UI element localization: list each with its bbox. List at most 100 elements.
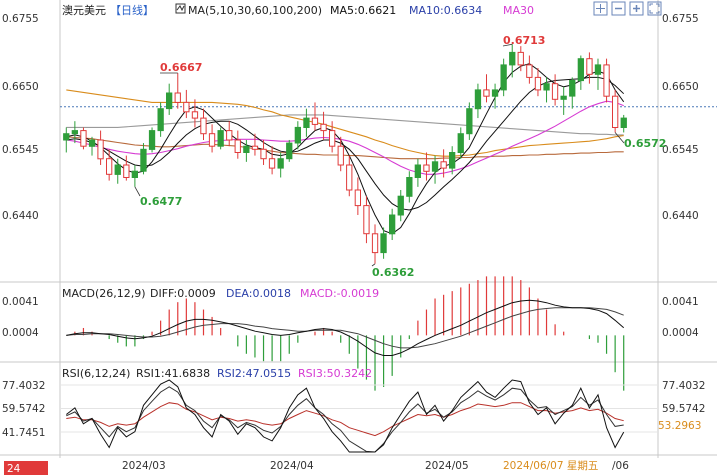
date-label-1: 2024/04 (270, 460, 314, 472)
candle-body (414, 164, 422, 178)
candle (363, 196, 370, 244)
price-tick-right-1: 0.6650 (662, 81, 699, 93)
macd-name: MACD(26,12,9) (62, 287, 146, 300)
ma-checkbox-icon[interactable] (175, 3, 186, 14)
rsi3-line (66, 402, 624, 437)
macd-tick-left-0: 0.0041 (2, 296, 39, 308)
candle-body (551, 83, 559, 100)
rsi1-label: RSI1:41.6838 (136, 367, 210, 380)
candle-body (620, 117, 627, 128)
candle (294, 121, 302, 150)
candle (569, 77, 576, 109)
candle-body (594, 64, 602, 75)
candle (397, 189, 404, 222)
price-tick-left-3: 0.6440 (2, 210, 39, 222)
candle-body (114, 164, 121, 175)
grid (0, 0, 717, 458)
candle (457, 127, 464, 159)
candle (191, 99, 199, 128)
candle (114, 158, 121, 184)
candle (509, 44, 516, 78)
candle (620, 114, 627, 133)
rsi-current-value: 53.2963 (658, 420, 701, 432)
candle-body (260, 148, 267, 160)
candle-body (123, 164, 130, 178)
candle-body (226, 130, 233, 141)
candle-body (586, 58, 593, 75)
rsi2-label: RSI2:47.0515 (217, 367, 291, 380)
annotation-low: 0.6362 (372, 266, 414, 279)
candle (526, 55, 533, 84)
rsi-name: RSI(6,12,24) (62, 367, 130, 380)
candle-body (509, 51, 516, 66)
candle-body (440, 161, 447, 169)
candle-body (97, 139, 104, 160)
date-label-2: 2024/05 (425, 460, 469, 472)
plus-icon[interactable] (629, 1, 644, 16)
candle-body (474, 89, 482, 110)
candle (491, 83, 499, 109)
candle (560, 86, 567, 115)
candle (140, 143, 147, 175)
candle-body (251, 145, 259, 150)
candle-body (106, 158, 113, 175)
candle-body (277, 158, 284, 169)
candle-body (166, 92, 173, 110)
candle-body (491, 89, 499, 97)
candle (106, 149, 113, 181)
candle-body (389, 214, 396, 235)
candle-body (183, 101, 190, 113)
leader-recent-low (614, 132, 625, 144)
minus-icon[interactable] (611, 1, 626, 16)
candle (483, 74, 490, 103)
period-label[interactable]: 【日线】 (110, 3, 154, 17)
candle (603, 58, 610, 103)
candle (551, 74, 559, 106)
candle-body (157, 108, 164, 132)
candle (320, 111, 327, 140)
macd-diff: DIFF:0.0009 (150, 287, 216, 300)
ma30-label: MA30 (503, 4, 534, 17)
candle-body (483, 89, 490, 97)
ma-line-icon (176, 5, 185, 12)
candle-body (294, 126, 302, 144)
ma5-label: MA5:0.6621 (330, 4, 396, 17)
candle-body (406, 177, 413, 197)
candle-body (200, 117, 207, 135)
candle-body (337, 145, 344, 166)
price-tick-right-0: 0.6755 (662, 13, 699, 25)
candle-body (560, 95, 567, 100)
crosshair-icon[interactable] (593, 1, 608, 16)
candle-body (603, 64, 610, 97)
macd-dea-line (66, 307, 624, 349)
candle (217, 127, 224, 150)
moving-averages (66, 63, 625, 235)
candle (423, 152, 430, 181)
candle (612, 89, 619, 133)
candle (234, 130, 241, 159)
date-label-3: 2024/06/07 星期五 (503, 460, 598, 472)
candle (534, 68, 542, 97)
ma10-line (66, 76, 625, 211)
candle (97, 130, 104, 165)
candle-body (243, 145, 250, 153)
candle-body (80, 130, 87, 147)
candle (243, 139, 250, 162)
candle-body (423, 164, 430, 172)
candle-body (217, 130, 224, 147)
candle (88, 136, 96, 156)
candle (431, 155, 439, 184)
annotation-high: 0.6713 (503, 34, 545, 47)
candle-body (449, 152, 456, 169)
candle (174, 73, 181, 109)
candle-body (71, 130, 78, 135)
candle-body (148, 130, 156, 150)
rsi3-label: RSI3:50.3242 (298, 367, 372, 380)
candle-body (612, 95, 619, 128)
fullscreen-icon[interactable] (647, 1, 662, 16)
leader-mid-low (134, 186, 141, 197)
candle (380, 227, 387, 259)
candle-body (397, 195, 404, 216)
leader-low (371, 263, 376, 267)
candle-body (354, 189, 362, 207)
